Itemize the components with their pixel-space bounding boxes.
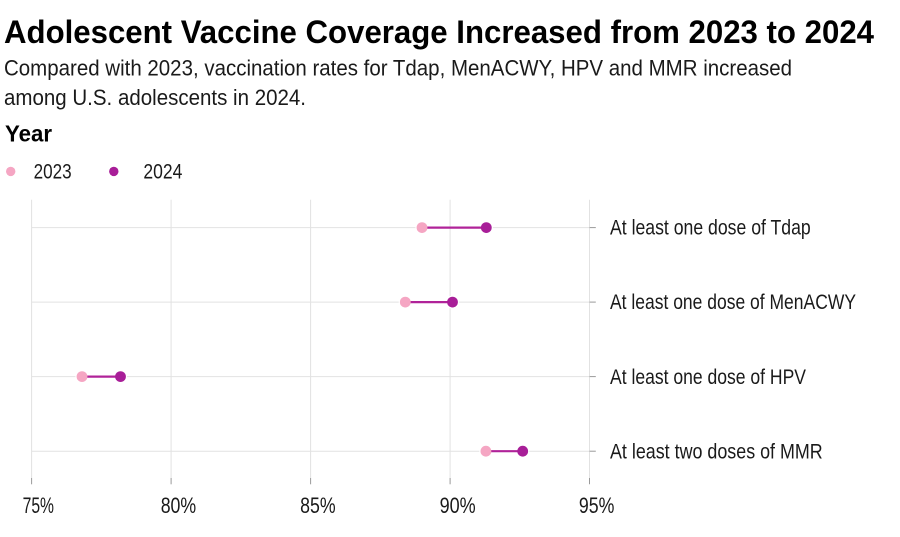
- svg-text:85%: 85%: [300, 493, 336, 518]
- svg-text:among U.S. adolescents in 2024: among U.S. adolescents in 2024.: [4, 85, 306, 110]
- svg-text:Adolescent Vaccine Coverage In: Adolescent Vaccine Coverage Increased fr…: [4, 14, 874, 50]
- svg-text:80%: 80%: [161, 493, 197, 518]
- svg-text:At least two doses of MMR: At least two doses of MMR: [610, 441, 823, 464]
- svg-text:90%: 90%: [440, 493, 476, 518]
- svg-text:At least one dose of MenACWY: At least one dose of MenACWY: [610, 291, 856, 314]
- svg-text:Year: Year: [5, 121, 52, 147]
- svg-text:95%: 95%: [579, 493, 615, 518]
- svg-text:2023: 2023: [34, 161, 72, 184]
- svg-text:75%: 75%: [23, 493, 54, 518]
- svg-text:2024: 2024: [143, 161, 182, 184]
- svg-text:At least one dose of HPV: At least one dose of HPV: [610, 366, 806, 389]
- svg-text:Compared with 2023, vaccinatio: Compared with 2023, vaccination rates fo…: [4, 56, 792, 81]
- svg-text:At least one dose of Tdap: At least one dose of Tdap: [610, 216, 811, 239]
